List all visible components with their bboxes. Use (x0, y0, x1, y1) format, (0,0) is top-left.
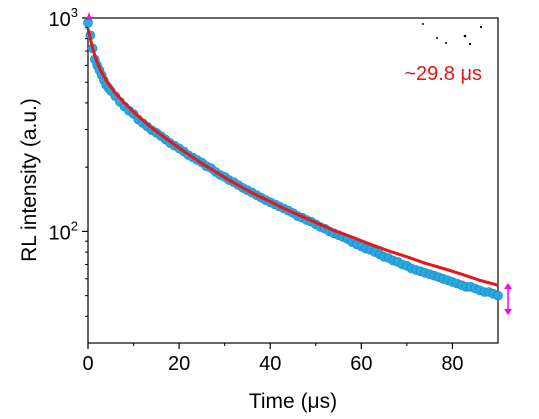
x-tick-label: 60 (350, 353, 372, 375)
scatter-points (83, 17, 503, 301)
y-tick-label: 102 (49, 218, 78, 244)
x-tick-label: 0 (82, 353, 93, 375)
x-axis-ticks: 0 20 40 60 80 (82, 343, 464, 375)
x-tick-label: 20 (168, 353, 190, 375)
x-tick-label: 40 (259, 353, 281, 375)
y-axis-ticks: 102 103 (49, 5, 88, 317)
y-tick-label: 103 (49, 5, 78, 31)
top-left-marker (86, 12, 92, 20)
fit-curve (86, 28, 499, 287)
x-tick-label: 80 (441, 353, 463, 375)
x-axis-label: Time (μs) (249, 390, 337, 413)
data-point (493, 290, 503, 301)
right-edge-marker (504, 283, 512, 315)
plot-frame (87, 17, 499, 344)
lifetime-annotation: ~29.8 μs (404, 63, 482, 85)
corner-specks (422, 23, 483, 46)
y-axis-label: RL intensity (a.u.) (18, 98, 41, 262)
